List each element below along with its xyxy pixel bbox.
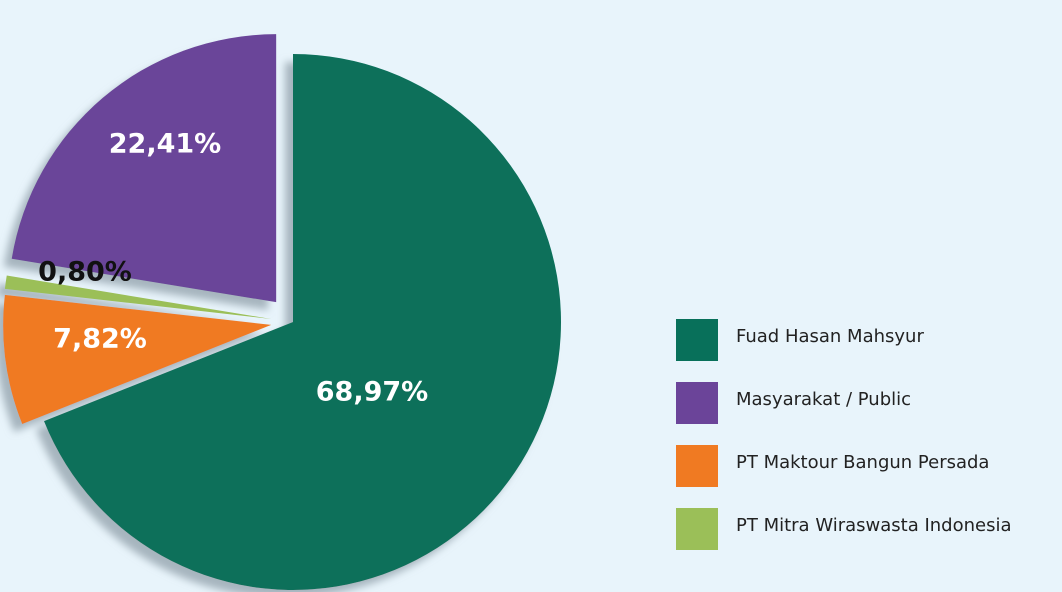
- legend-text: Fuad Hasan Mahsyur: [736, 326, 924, 347]
- legend-text: Masyarakat / Public: [736, 389, 911, 410]
- legend-swatch: [676, 508, 718, 550]
- slice-label: 22,41%: [109, 129, 221, 160]
- pie-slice: [4, 275, 272, 319]
- legend-swatch: [676, 445, 718, 487]
- pie-slice: [11, 34, 277, 303]
- pie: [3, 34, 562, 590]
- pie-slice: [44, 54, 562, 590]
- slice-label: 0,80%: [38, 257, 132, 288]
- slice-label: 7,82%: [53, 324, 147, 355]
- legend-swatch: [676, 319, 718, 361]
- legend: Fuad Hasan Mahsyur Masyarakat / Public PT …: [676, 319, 1012, 550]
- labels: 68,97% 22,41% 7,82% 0,80%: [38, 129, 428, 408]
- legend-text: PT Mitra Wiraswasta Indonesia: [736, 515, 1012, 536]
- slice-label: 68,97%: [316, 377, 428, 408]
- pie-slice: [3, 294, 272, 425]
- legend-swatch: [676, 382, 718, 424]
- legend-text: PT Maktour Bangun Persada: [736, 452, 989, 473]
